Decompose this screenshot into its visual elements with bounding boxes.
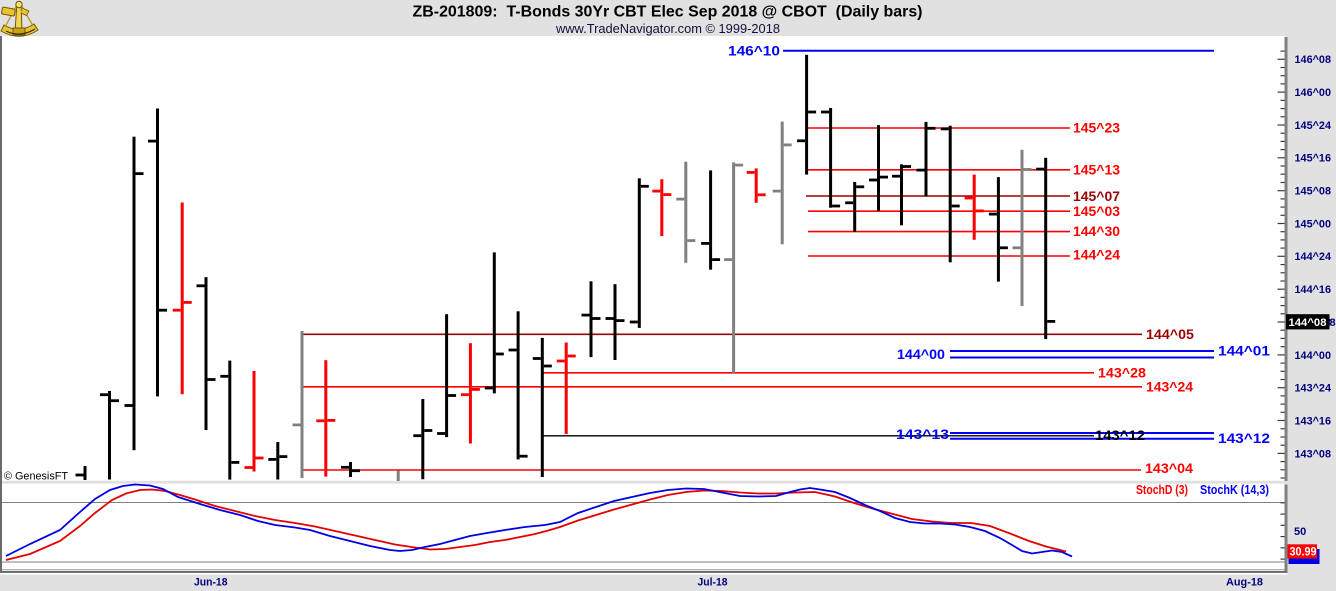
svg-text:145^07: 145^07 <box>1073 189 1120 204</box>
svg-text:145^00: 145^00 <box>1295 218 1332 230</box>
svg-text:Aug-18: Aug-18 <box>1226 577 1263 589</box>
svg-text:143^12: 143^12 <box>1218 431 1270 446</box>
svg-text:143^28: 143^28 <box>1098 365 1147 380</box>
svg-text:143^04: 143^04 <box>1145 461 1194 476</box>
svg-text:144^08: 144^08 <box>1289 317 1327 329</box>
svg-text:StochK (14,3): StochK (14,3) <box>1200 483 1269 497</box>
svg-text:145^03: 145^03 <box>1073 204 1120 219</box>
svg-text:145^08: 145^08 <box>1295 186 1332 198</box>
svg-text:143^13: 143^13 <box>896 427 950 442</box>
svg-text:145^13: 145^13 <box>1073 162 1120 177</box>
svg-text:146^00: 146^00 <box>1295 87 1332 99</box>
svg-text:144^00: 144^00 <box>1295 350 1332 362</box>
svg-text:50: 50 <box>1294 526 1306 538</box>
svg-text:144^16: 144^16 <box>1295 284 1332 296</box>
svg-text:144^24: 144^24 <box>1295 251 1332 263</box>
svg-text:Jun-18: Jun-18 <box>194 577 228 589</box>
svg-text:30.99: 30.99 <box>1290 547 1317 559</box>
svg-text:144^01: 144^01 <box>1218 344 1271 359</box>
svg-text:143^16: 143^16 <box>1295 415 1332 427</box>
svg-text:8: 8 <box>1330 317 1336 329</box>
svg-text:143^24: 143^24 <box>1146 379 1193 394</box>
svg-text:143^08: 143^08 <box>1295 448 1332 460</box>
svg-text:143^24: 143^24 <box>1295 383 1332 395</box>
svg-text:146^08: 146^08 <box>1295 54 1332 66</box>
svg-text:144^05: 144^05 <box>1146 327 1195 342</box>
svg-text:143^12: 143^12 <box>1095 428 1145 443</box>
svg-text:145^16: 145^16 <box>1295 153 1332 165</box>
svg-text:146^10: 146^10 <box>728 43 780 58</box>
svg-text:145^23: 145^23 <box>1073 121 1120 136</box>
svg-text:StochD (3): StochD (3) <box>1136 483 1188 497</box>
svg-text:144^30: 144^30 <box>1073 224 1120 239</box>
svg-text:ZB-201809: T-Bonds 30Yr CBT E: ZB-201809: T-Bonds 30Yr CBT Elec Sep 201… <box>413 4 923 21</box>
svg-text:144^24: 144^24 <box>1073 248 1120 263</box>
svg-text:Jul-18: Jul-18 <box>698 577 728 589</box>
svg-text:144^00: 144^00 <box>897 347 945 362</box>
svg-text:© GenesisFT: © GenesisFT <box>4 471 68 483</box>
svg-text:www.TradeNavigator.com © 1999-: www.TradeNavigator.com © 1999-2018 <box>555 22 780 36</box>
svg-text:145^24: 145^24 <box>1295 120 1332 132</box>
